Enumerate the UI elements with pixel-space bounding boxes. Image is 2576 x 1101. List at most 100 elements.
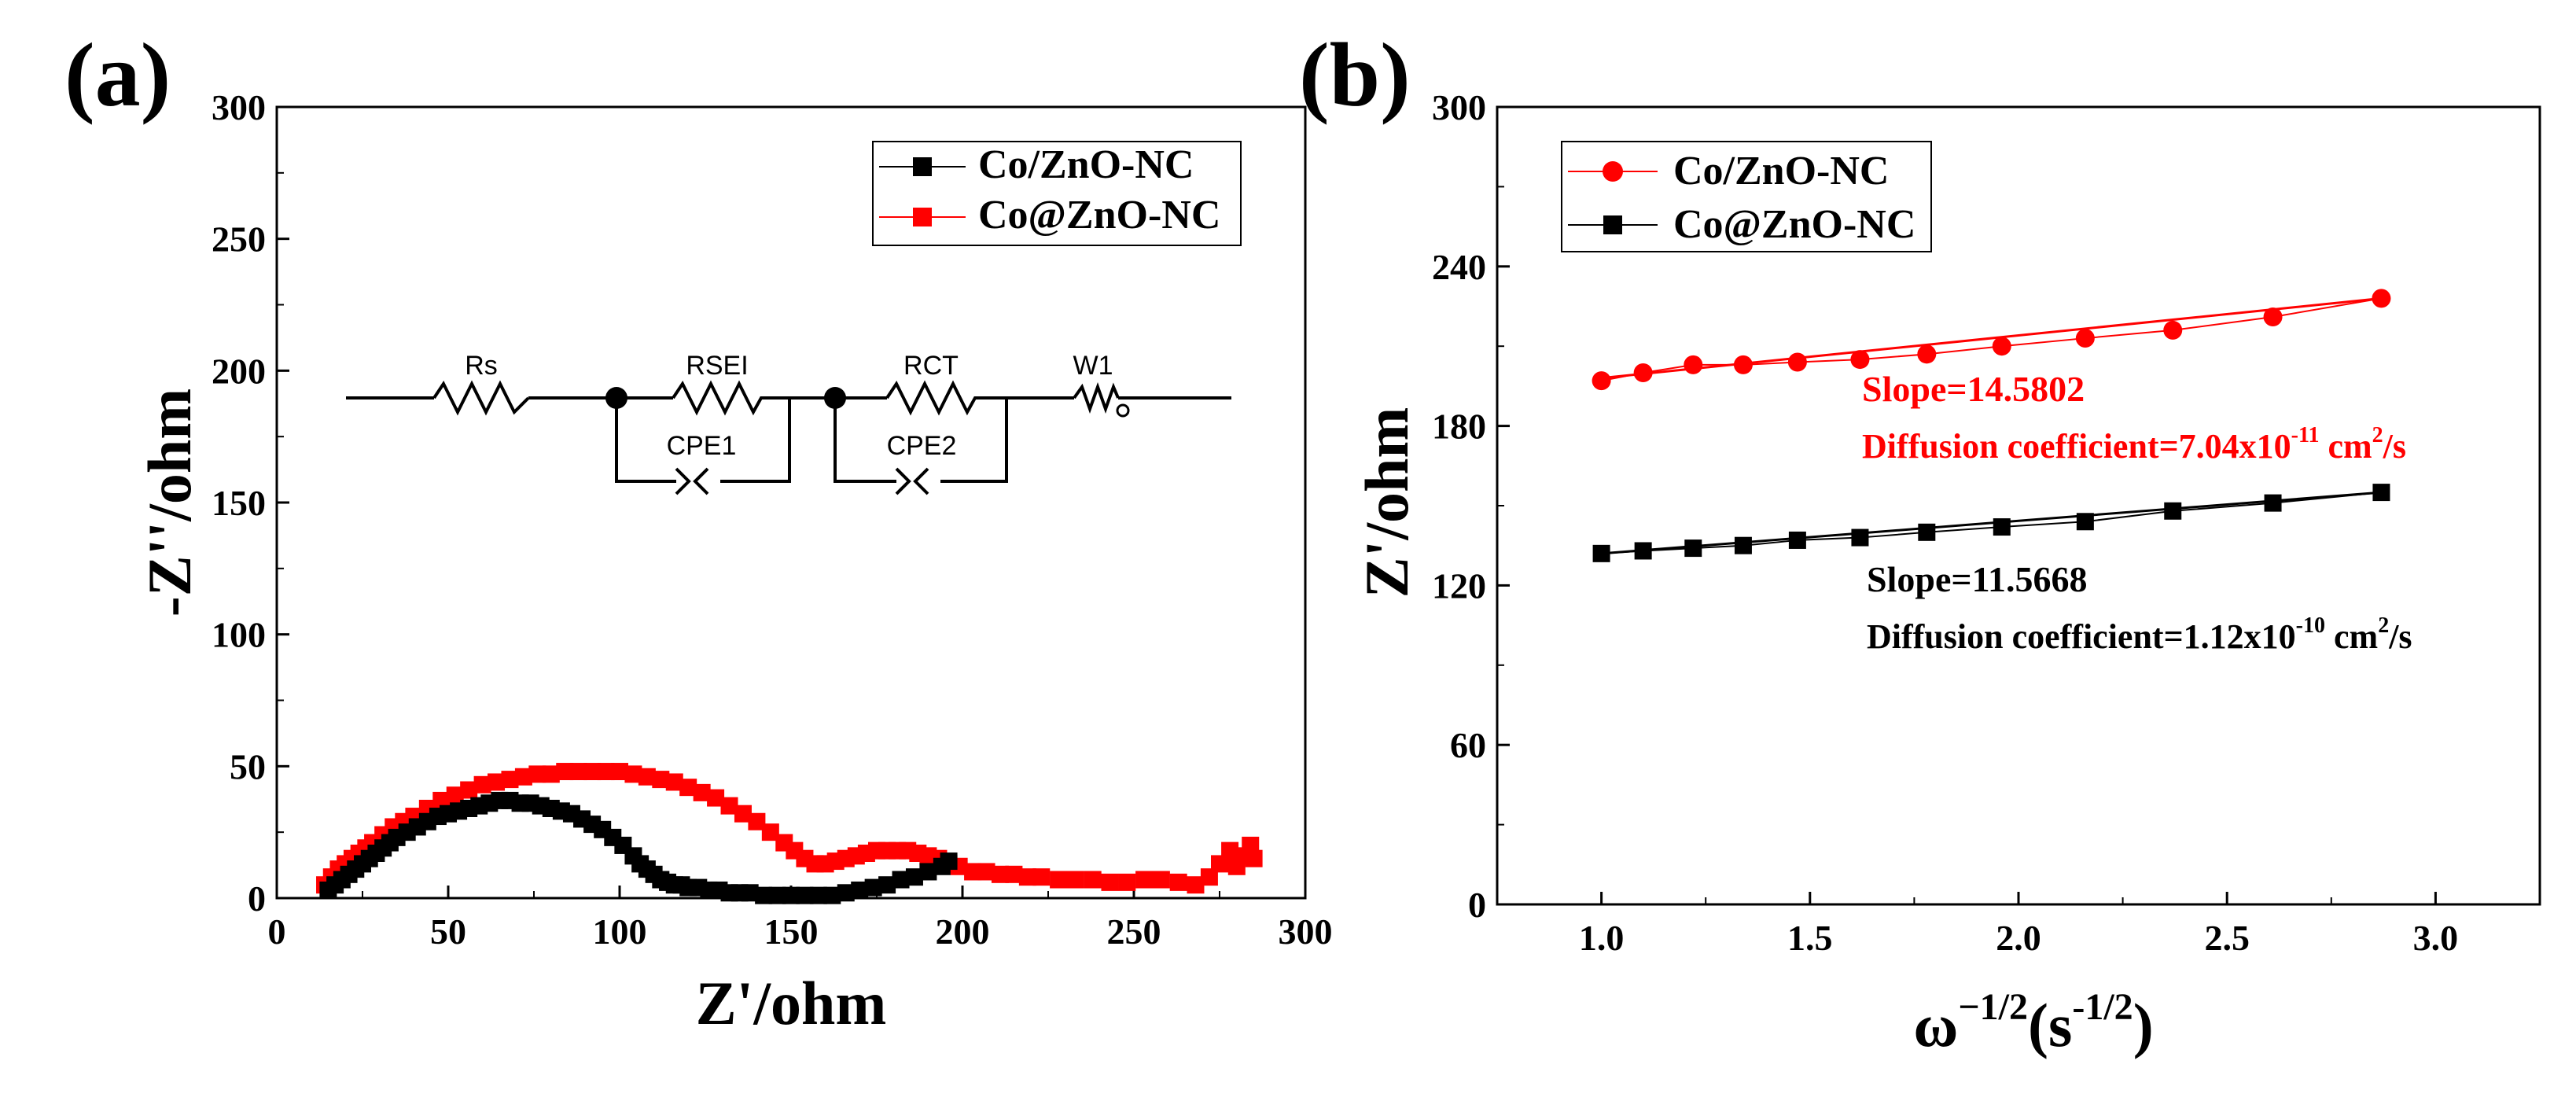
data-point [991, 865, 1009, 883]
y-tick-label: 180 [1432, 407, 1486, 447]
black-diff-prefix: Diffusion coefficient=1.12x10 [1867, 617, 2296, 656]
data-point [1135, 871, 1154, 889]
data-point [837, 884, 855, 902]
data-point [1101, 873, 1119, 891]
data-point [905, 868, 923, 886]
panel-label-a: (a) [64, 25, 171, 126]
xlabel-omega-exp: −1/2 [1958, 986, 2028, 1028]
data-point [977, 863, 995, 881]
data-point [1684, 355, 1703, 374]
red-diff-unit: cm [2319, 427, 2372, 466]
data-point [707, 789, 725, 807]
data-point [1850, 350, 1870, 370]
y-tick-label: 120 [1432, 565, 1486, 606]
data-point [761, 823, 779, 841]
red-diff-tail: /s [2383, 427, 2406, 466]
y-tick-label: 150 [212, 483, 266, 523]
red-diff-exp: -11 [2291, 423, 2320, 447]
data-point [878, 876, 896, 894]
x-tick-label: 200 [936, 911, 990, 952]
data-point [460, 781, 478, 799]
plot-a: 0 50 100 150 200 250 300 0 50 100 150 200 250 300 Z'… [135, 87, 1333, 1037]
data-point [768, 886, 786, 904]
data-point [796, 886, 814, 904]
red-diff-prefix: Diffusion coefficient=7.04x10 [1862, 427, 2291, 466]
data-point [1242, 836, 1260, 854]
x-tick-label: 1.5 [1787, 918, 1833, 958]
data-point [446, 786, 464, 805]
legend-a-label-co-zno: Co/ZnO-NC [978, 142, 1194, 187]
y-tick-label: 50 [230, 746, 266, 786]
legend-b-marker-co-at-zno [1603, 215, 1622, 234]
data-point [1992, 337, 2011, 356]
data-point [528, 765, 546, 783]
circuit-label-w1: W1 [1073, 351, 1113, 381]
y-tick-label: 240 [1432, 247, 1486, 287]
circuit-cpe2-loop [834, 398, 896, 483]
data-point [964, 863, 982, 881]
data-point [569, 763, 587, 781]
data-point [1032, 868, 1051, 886]
data-point [1084, 871, 1102, 889]
plot-b-xlabel: ω−1/2(s-1/2) [1913, 986, 2153, 1059]
data-point [501, 771, 519, 789]
data-point [1733, 355, 1753, 374]
x-tick-label: 100 [593, 911, 647, 952]
data-point [514, 768, 532, 786]
data-point [556, 763, 574, 781]
y-tick-label: 100 [212, 615, 266, 655]
data-point [720, 797, 738, 815]
data-point [665, 773, 683, 791]
plot-a-series [316, 763, 1263, 904]
data-point [1005, 865, 1023, 883]
legend-a-marker-co-zno [913, 157, 932, 176]
data-point [940, 852, 958, 871]
xlabel-omega: ω [1913, 991, 1958, 1059]
data-point [782, 886, 800, 904]
circuit-cpe1-right [720, 398, 791, 483]
data-point [1993, 518, 2011, 536]
plot-b-annotations: Slope=14.5802 Diffusion coefficient=7.04… [1862, 369, 2412, 656]
circuit-label-cpe1: CPE1 [667, 431, 737, 461]
data-point [432, 791, 451, 809]
data-point [583, 763, 602, 781]
black-diff-tail: /s [2388, 617, 2412, 656]
series-co-zno-nc [1592, 289, 2391, 391]
data-point [1152, 871, 1170, 889]
xlabel-s-close: ) [2133, 991, 2154, 1059]
data-point [741, 884, 759, 902]
circuit-cpe2-right [940, 398, 1008, 483]
plot-b-series [1592, 289, 2391, 562]
plot-b-x-axis: 1.0 1.5 2.0 2.5 3.0 [1579, 892, 2458, 958]
y-tick-label: 0 [1468, 885, 1486, 925]
data-point [624, 765, 642, 783]
legend-a-label-co-at-zno: Co@ZnO-NC [978, 193, 1220, 238]
y-tick-label: 0 [248, 878, 266, 919]
data-point [734, 805, 752, 823]
data-point [1788, 531, 1806, 549]
data-point [1187, 876, 1205, 894]
plot-a-ylabel: -Z''/ohm [135, 388, 204, 617]
fit-line [1601, 296, 2382, 380]
plot-b-ylabel: Z'/ohm [1352, 407, 1421, 598]
resistor-rs [432, 380, 530, 416]
data-point [748, 812, 766, 830]
data-point [2263, 307, 2283, 327]
circuit-label-rsei: RSEI [686, 351, 748, 381]
annotation-black-slope: Slope=11.5668 [1867, 559, 2088, 599]
data-point [638, 768, 656, 786]
data-point [1245, 849, 1263, 867]
data-point [611, 763, 628, 781]
series-co-at-zno-nc [1592, 484, 2390, 562]
data-point [1734, 536, 1752, 554]
data-point [1118, 873, 1136, 891]
plot-b-legend-box [1561, 141, 1932, 252]
x-tick-label: 0 [268, 911, 286, 952]
cpe2-element-2 [913, 467, 929, 495]
plot-a-legend: Co/ZnO-NC Co@ZnO-NC [872, 141, 1242, 246]
data-point [652, 771, 670, 789]
plot-a-xlabel: Z'/ohm [696, 969, 887, 1037]
x-tick-label: 250 [1107, 911, 1161, 952]
legend-b-label-co-at-zno: Co@ZnO-NC [1673, 202, 1915, 247]
